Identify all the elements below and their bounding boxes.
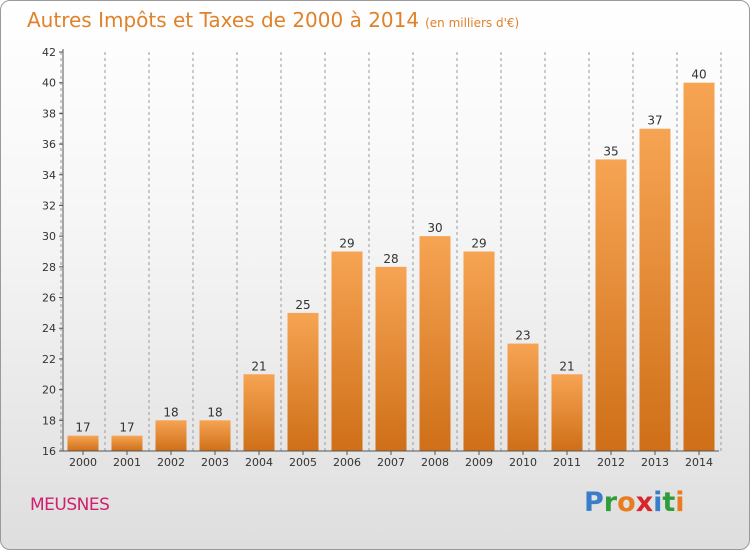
y-tick-label: 28 — [42, 261, 56, 274]
bar — [595, 159, 627, 451]
x-tick-label: 2009 — [465, 456, 493, 469]
data-label: 17 — [119, 421, 134, 435]
data-label: 28 — [383, 252, 398, 266]
x-tick-label: 2011 — [553, 456, 581, 469]
chart-unit: (en milliers d'€) — [425, 16, 520, 30]
logo-letter: o — [617, 487, 636, 518]
x-tick-label: 2000 — [69, 456, 97, 469]
bar — [507, 343, 539, 451]
data-label: 18 — [207, 405, 222, 419]
bar — [67, 435, 99, 451]
proxiti-logo[interactable]: Proxiti — [584, 487, 685, 518]
chart-title-text: Autres Impôts et Taxes de 2000 à 2014 — [27, 8, 420, 32]
labels-layer: 17 17 18 18 21 25 29 28 30 29 23 21 35 37 40 — [75, 68, 706, 435]
y-tick-label: 30 — [42, 230, 56, 243]
data-label: 25 — [295, 298, 310, 312]
x-tick-label: 2013 — [641, 456, 669, 469]
data-label: 21 — [251, 359, 266, 373]
y-tick-label: 24 — [42, 322, 56, 335]
x-tick-label: 2010 — [509, 456, 537, 469]
logo-letter: x — [635, 487, 654, 518]
logo-letter: i — [675, 487, 685, 518]
bar — [287, 312, 319, 451]
y-tick-label: 42 — [42, 46, 56, 59]
bar — [331, 251, 363, 451]
data-label: 29 — [339, 237, 354, 251]
x-tick-label: 2002 — [157, 456, 185, 469]
x-tick-label: 2006 — [333, 456, 361, 469]
data-label: 29 — [471, 237, 486, 251]
chart-title: Autres Impôts et Taxes de 2000 à 2014 (en… — [27, 8, 519, 32]
grid-layer — [60, 52, 722, 451]
x-tick-label: 2003 — [201, 456, 229, 469]
x-tick-label: 2005 — [289, 456, 317, 469]
x-tick-label: 2014 — [685, 456, 713, 469]
bar — [199, 420, 231, 451]
data-label: 17 — [75, 421, 90, 435]
x-tick-label: 2007 — [377, 456, 405, 469]
x-tick-label: 2012 — [597, 456, 625, 469]
y-tick-label: 34 — [42, 169, 56, 182]
bar — [551, 374, 583, 451]
y-tick-label: 22 — [42, 353, 56, 366]
y-tick-label: 38 — [42, 107, 56, 120]
bar — [111, 435, 143, 451]
data-label: 18 — [163, 405, 178, 419]
y-tick-label: 26 — [42, 292, 56, 305]
data-label: 23 — [515, 329, 530, 343]
data-label: 37 — [647, 114, 662, 128]
axis-layer: 16 18 20 22 24 26 28 30 32 34 36 38 40 42 2000 2001 2002… — [42, 46, 719, 469]
y-tick-label: 20 — [42, 384, 56, 397]
data-label: 30 — [427, 221, 442, 235]
bar — [375, 266, 407, 451]
y-tick-label: 40 — [42, 77, 56, 90]
y-tick-label: 16 — [42, 445, 56, 458]
logo-letter: t — [662, 487, 676, 518]
x-tick-label: 2004 — [245, 456, 273, 469]
y-tick-label: 36 — [42, 138, 56, 151]
commune-name: MEUSNES — [30, 495, 110, 515]
logo-letter: r — [603, 487, 618, 518]
logo-letter: P — [584, 487, 604, 518]
logo-letter: i — [653, 487, 663, 518]
data-label: 35 — [603, 144, 618, 158]
bar — [243, 374, 275, 451]
x-tick-label: 2001 — [113, 456, 141, 469]
y-tick-label: 18 — [42, 414, 56, 427]
bar — [419, 236, 451, 451]
data-label: 40 — [691, 68, 706, 82]
bar — [639, 128, 671, 451]
bar — [683, 82, 715, 451]
bar — [463, 251, 495, 451]
bars-layer — [67, 82, 715, 451]
y-tick-label: 32 — [42, 199, 56, 212]
bar — [155, 420, 187, 451]
data-label: 21 — [559, 359, 574, 373]
x-tick-label: 2008 — [421, 456, 449, 469]
